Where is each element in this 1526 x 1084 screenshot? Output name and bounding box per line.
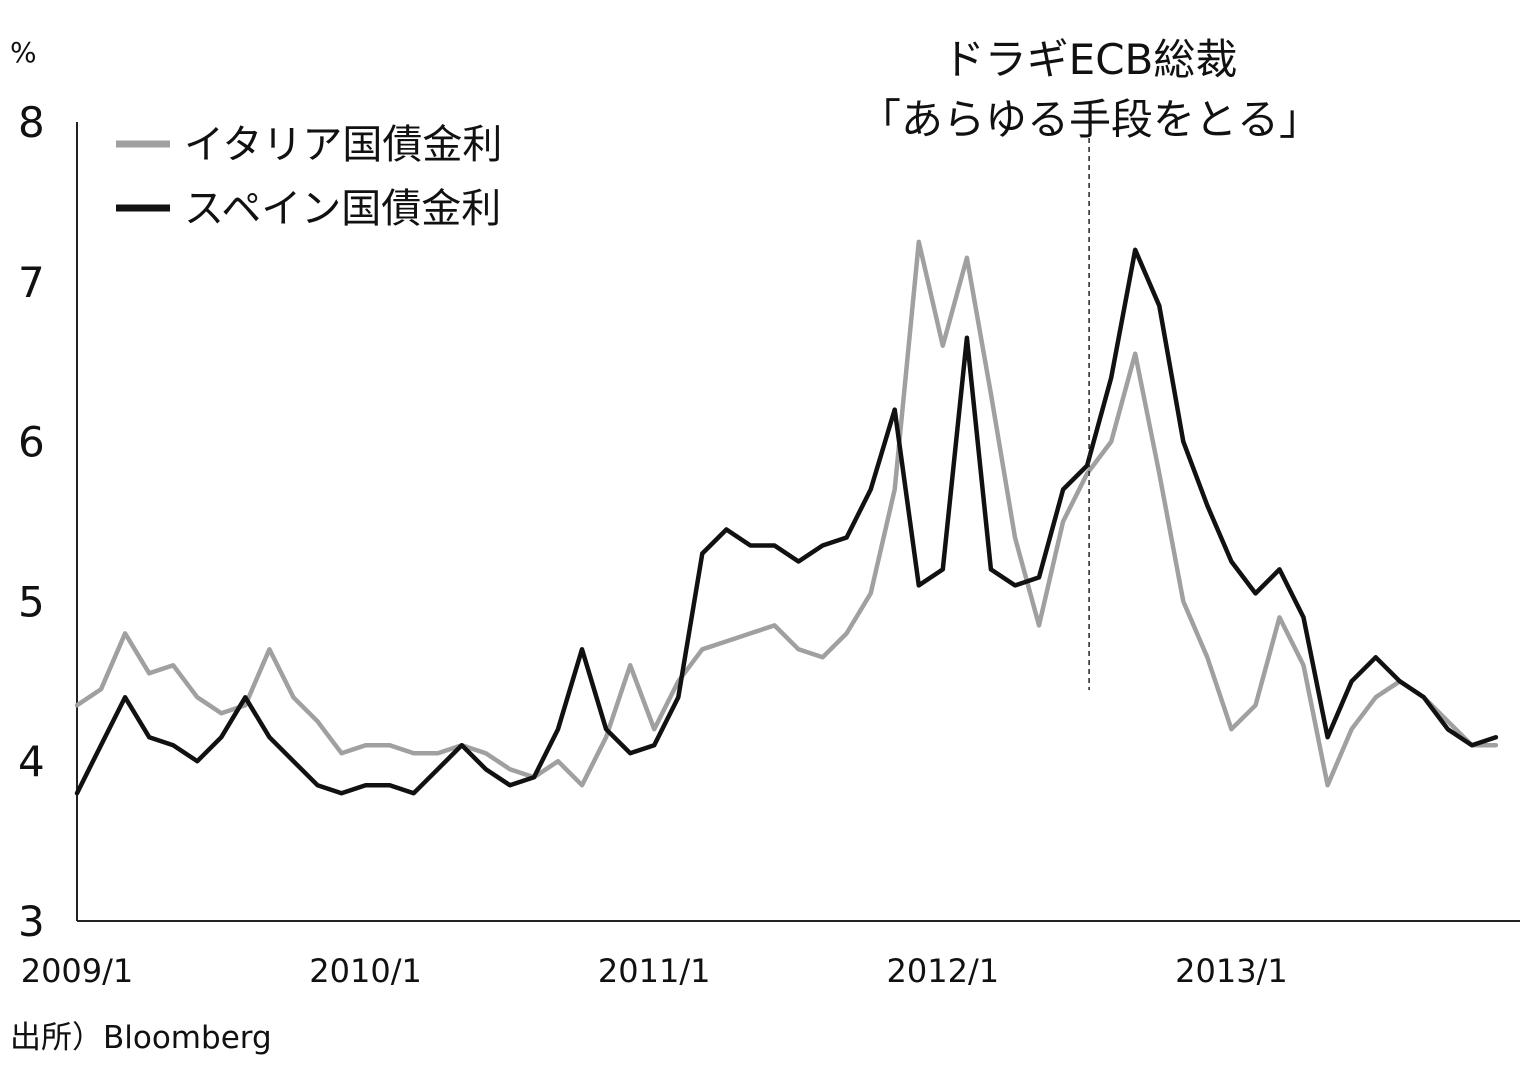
legend-label: イタリア国債金利 — [184, 122, 502, 168]
x-tick-labels: 2009/1 2010/1 2011/1 2012/1 2013/1 — [21, 952, 1288, 990]
x-tick-label: 2009/1 — [21, 952, 134, 990]
x-tick-label: 2010/1 — [309, 952, 422, 990]
x-tick-label: 2013/1 — [1175, 952, 1288, 990]
annotation: ドラギECB総裁「あらゆる手段をとる」 — [859, 35, 1321, 690]
y-tick-labels: 3 4 5 6 7 8 — [18, 98, 45, 946]
annotation-text: 「あらゆる手段をとる」 — [859, 95, 1321, 144]
y-tick-label: 3 — [18, 897, 45, 946]
axes — [76, 122, 1520, 922]
series-line-1 — [74, 239, 1499, 788]
y-unit-label: % — [10, 36, 37, 69]
series-lines — [74, 239, 1499, 796]
series-line-2 — [74, 247, 1499, 796]
annotation-text: ドラギECB総裁 — [943, 35, 1238, 84]
y-tick-label: 8 — [18, 98, 45, 147]
x-tick-label: 2012/1 — [887, 952, 1000, 990]
x-tick-label: 2011/1 — [598, 952, 711, 990]
y-tick-label: 6 — [18, 418, 45, 467]
y-tick-label: 5 — [18, 577, 45, 626]
legend-label: スペイン国債金利 — [184, 186, 501, 232]
y-tick-label: 7 — [18, 258, 45, 307]
source-note: 出所）Bloomberg — [10, 1020, 272, 1056]
y-tick-label: 4 — [18, 737, 45, 786]
